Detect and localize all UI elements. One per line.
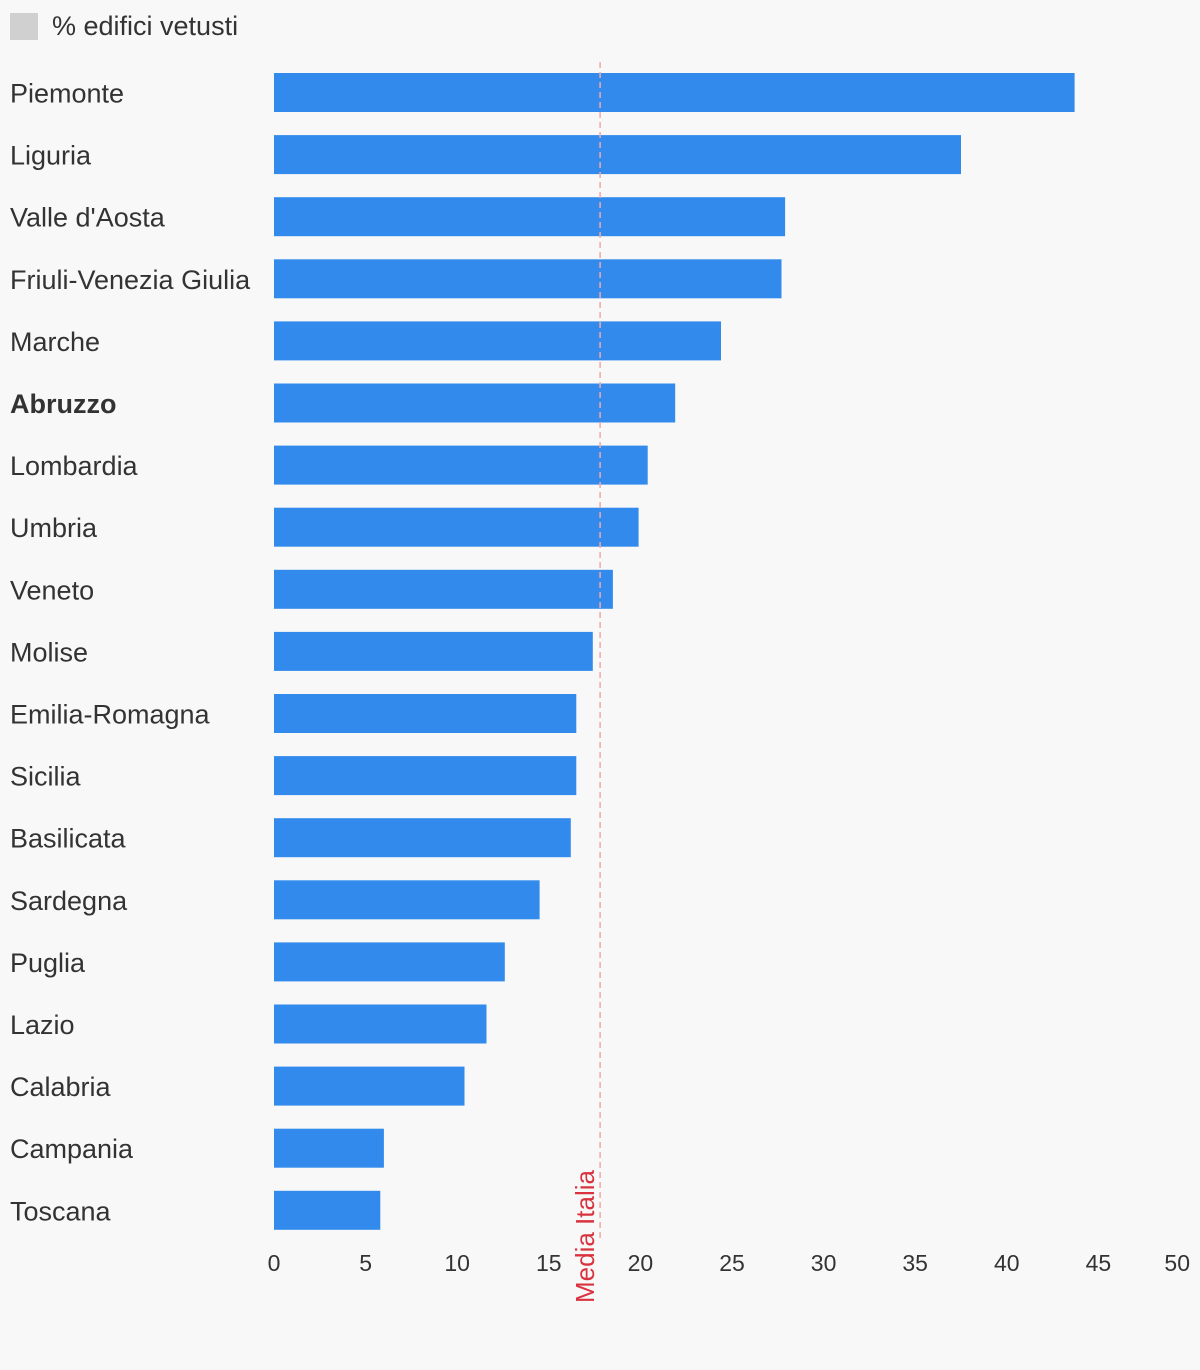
x-tick-label-10: 10 bbox=[444, 1250, 470, 1276]
category-label-valle-d-aosta: Valle d'Aosta bbox=[10, 203, 166, 233]
x-tick-label-30: 30 bbox=[811, 1250, 837, 1276]
category-label-toscana: Toscana bbox=[10, 1196, 112, 1226]
legend-swatch bbox=[10, 12, 38, 40]
category-label-lombardia: Lombardia bbox=[10, 451, 139, 481]
bar-campania bbox=[274, 1128, 384, 1168]
bar-piemonte bbox=[274, 73, 1075, 112]
category-label-sardegna: Sardegna bbox=[10, 886, 128, 916]
category-label-basilicata: Basilicata bbox=[10, 824, 127, 854]
category-label-calabria: Calabria bbox=[10, 1072, 112, 1102]
bar-lazio bbox=[274, 1004, 487, 1044]
bar-abruzzo bbox=[274, 383, 676, 423]
bar-liguria bbox=[274, 135, 961, 175]
bar-sicilia bbox=[274, 756, 577, 796]
bar-molise bbox=[274, 631, 593, 671]
category-label-lazio: Lazio bbox=[10, 1010, 75, 1040]
category-label-marche: Marche bbox=[10, 327, 100, 357]
x-tick-label-50: 50 bbox=[1164, 1250, 1190, 1276]
category-label-piemonte: Piemonte bbox=[10, 79, 124, 109]
category-label-emilia-romagna: Emilia-Romagna bbox=[10, 700, 211, 730]
x-tick-label-20: 20 bbox=[628, 1250, 654, 1276]
bar-lombardia bbox=[274, 445, 648, 485]
legend-label: % edifici vetusti bbox=[52, 11, 239, 41]
category-label-liguria: Liguria bbox=[10, 141, 92, 171]
x-tick-label-25: 25 bbox=[719, 1250, 745, 1276]
category-label-puglia: Puglia bbox=[10, 948, 86, 978]
bar-sardegna bbox=[274, 880, 540, 920]
bar-marche bbox=[274, 321, 721, 361]
x-tick-label-15: 15 bbox=[536, 1250, 562, 1276]
x-tick-label-40: 40 bbox=[994, 1250, 1020, 1276]
category-label-sicilia: Sicilia bbox=[10, 762, 82, 792]
bar-puglia bbox=[274, 942, 505, 982]
category-label-molise: Molise bbox=[10, 637, 88, 667]
x-tick-label-5: 5 bbox=[359, 1250, 372, 1276]
bar-toscana bbox=[274, 1190, 381, 1230]
category-label-campania: Campania bbox=[10, 1134, 134, 1164]
legend: % edifici vetusti bbox=[10, 10, 238, 42]
x-tick-label-0: 0 bbox=[268, 1250, 281, 1276]
x-tick-label-35: 35 bbox=[902, 1250, 928, 1276]
category-label-friuli-venezia-giulia: Friuli-Venezia Giulia bbox=[10, 265, 251, 295]
category-label-abruzzo: Abruzzo bbox=[10, 389, 116, 419]
bar-veneto bbox=[274, 569, 613, 609]
bar-friuli-venezia-giulia bbox=[274, 259, 782, 299]
category-label-veneto: Veneto bbox=[10, 575, 94, 605]
bar-emilia-romagna bbox=[274, 694, 577, 733]
bar-umbria bbox=[274, 507, 639, 547]
bar-valle-d-aosta bbox=[274, 197, 786, 237]
bar-basilicata bbox=[274, 818, 571, 858]
x-tick-label-45: 45 bbox=[1086, 1250, 1112, 1276]
category-label-umbria: Umbria bbox=[10, 513, 98, 543]
bar-calabria bbox=[274, 1066, 465, 1106]
reference-line-label: Media Italia bbox=[570, 1170, 600, 1303]
